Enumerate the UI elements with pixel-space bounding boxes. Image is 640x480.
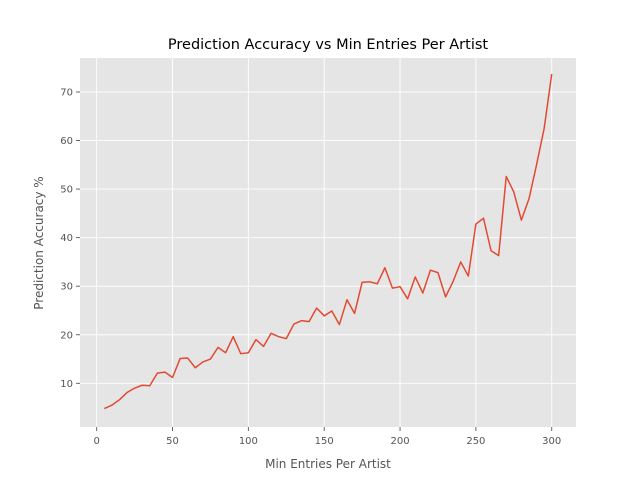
x-tick-label: 200	[391, 436, 410, 447]
x-tick-label: 300	[542, 436, 561, 447]
x-tick-label: 100	[239, 436, 258, 447]
axis-ticks: 0 50 100 150 200 250 300 10 20 30 40 50 60 70	[60, 87, 561, 447]
grid-lines	[80, 58, 576, 427]
x-tick-label: 150	[315, 436, 334, 447]
y-tick-label: 40	[60, 233, 73, 244]
chart-title: Prediction Accuracy vs Min Entries Per A…	[168, 37, 489, 53]
y-tick-label: 50	[60, 185, 73, 196]
plot-area	[80, 58, 576, 427]
series-line	[103, 73, 553, 410]
y-tick-label: 10	[60, 379, 73, 390]
y-tick-label: 20	[60, 330, 73, 341]
x-tick-label: 50	[166, 436, 179, 447]
y-tick-label: 70	[60, 87, 73, 98]
x-tick-label: 250	[466, 436, 485, 447]
y-tick-label: 30	[60, 282, 73, 293]
y-tick-label: 60	[60, 136, 73, 147]
y-axis-label: Prediction Accuracy %	[32, 176, 46, 309]
x-axis-label: Min Entries Per Artist	[265, 457, 391, 471]
x-tick-label: 0	[93, 436, 99, 447]
